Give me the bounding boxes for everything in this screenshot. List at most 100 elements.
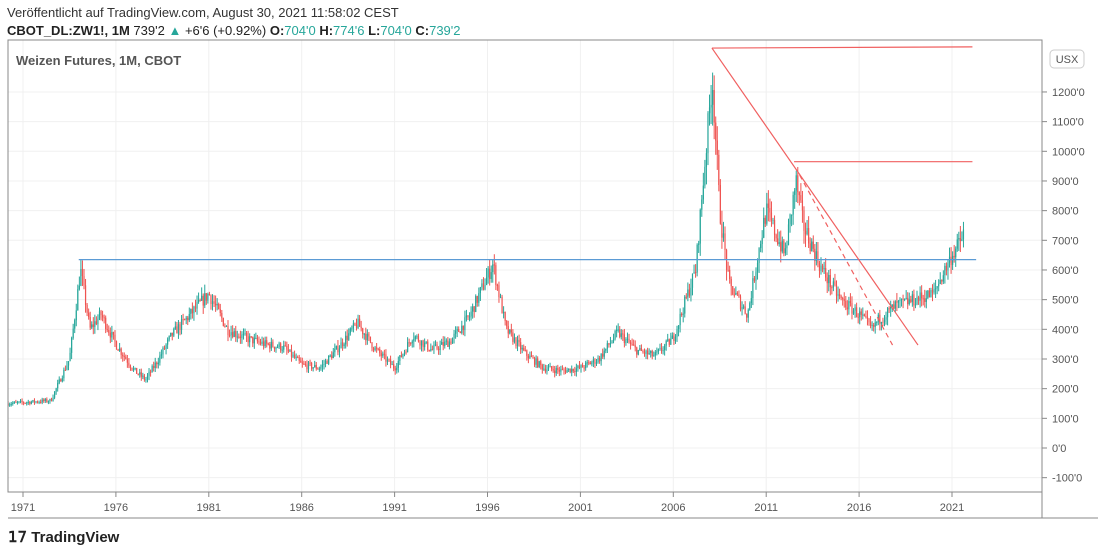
- candle-body: [218, 303, 220, 310]
- candle-body: [306, 364, 308, 370]
- candle-body: [677, 325, 680, 329]
- candle-body: [482, 283, 485, 290]
- y-tick-label: 1000'0: [1052, 146, 1085, 158]
- candle-body: [414, 336, 416, 339]
- candle-body: [656, 351, 658, 353]
- candle-body: [769, 207, 771, 213]
- candle-body: [894, 301, 896, 309]
- candle-body: [27, 401, 29, 403]
- candle-body: [606, 343, 608, 349]
- candle-body: [518, 339, 520, 343]
- candle-body: [569, 368, 571, 373]
- candle-body: [407, 342, 409, 353]
- candle-body: [623, 334, 625, 344]
- candle-body: [578, 365, 581, 368]
- candle-body: [360, 326, 362, 329]
- candle-body: [520, 342, 522, 350]
- tradingview-logo[interactable]: 𝟣𝟩 TradingView: [8, 528, 119, 546]
- candle-body: [324, 360, 327, 365]
- candle-body: [598, 358, 601, 362]
- currency-badge[interactable]: [1049, 49, 1085, 69]
- candle-body: [512, 332, 514, 342]
- candle-body: [261, 341, 263, 344]
- candle-body: [789, 214, 791, 225]
- candle-body: [420, 340, 423, 346]
- candle-body: [470, 311, 472, 317]
- candle-body: [724, 233, 726, 251]
- candle-body: [766, 203, 768, 224]
- candle-body: [715, 122, 717, 141]
- candle-body: [468, 316, 471, 318]
- candle-body: [270, 341, 272, 349]
- candle-body: [159, 355, 161, 363]
- candle-body: [639, 348, 641, 350]
- candle-body: [280, 343, 282, 351]
- candle-body: [499, 296, 502, 298]
- candle-body: [780, 242, 782, 252]
- candle-body: [377, 348, 379, 350]
- candle-body: [122, 354, 124, 357]
- candle-body: [654, 352, 656, 356]
- candle-body: [247, 336, 249, 343]
- candle-body: [264, 340, 266, 347]
- candle-body: [798, 192, 800, 196]
- candle-body: [882, 322, 884, 324]
- candle-body: [828, 275, 830, 284]
- candle-body: [441, 342, 443, 345]
- candle-body: [57, 383, 59, 389]
- candle-body: [112, 331, 115, 335]
- candle-body: [455, 330, 457, 334]
- candle-body: [778, 242, 780, 245]
- candle-body: [527, 355, 529, 359]
- candle-body: [53, 391, 56, 398]
- candle-body: [956, 239, 958, 249]
- candle-body: [15, 401, 17, 403]
- candle-body: [86, 304, 88, 313]
- candle-body: [36, 401, 39, 403]
- candle-body: [476, 296, 478, 303]
- candle-body: [146, 375, 149, 380]
- candle-body: [125, 356, 127, 360]
- candle-body: [786, 245, 788, 249]
- candle-body: [939, 280, 941, 285]
- candle-body: [696, 244, 698, 273]
- candle-body: [561, 369, 564, 371]
- candle-body: [114, 334, 116, 342]
- candle-body: [609, 343, 612, 345]
- currency-label: USX: [1056, 54, 1079, 66]
- candle-body: [177, 324, 180, 334]
- low-value: 704'0: [380, 23, 412, 38]
- candle-body: [924, 298, 926, 302]
- candle-body: [806, 228, 808, 235]
- candle-body: [821, 265, 824, 270]
- candle-body: [842, 298, 844, 300]
- candle-body: [549, 366, 551, 368]
- candle-body: [329, 355, 331, 357]
- candle-body: [552, 369, 554, 371]
- candle-body: [97, 318, 99, 325]
- candle-body: [286, 345, 288, 350]
- candle-body: [712, 90, 714, 105]
- candle-body: [801, 200, 804, 211]
- candle-body: [905, 297, 907, 299]
- candle-body: [581, 365, 584, 368]
- candle-body: [253, 337, 255, 344]
- candle-body: [880, 322, 882, 324]
- candle-body: [665, 340, 667, 346]
- candle-body: [391, 364, 393, 366]
- candle-body: [213, 301, 215, 304]
- candle-body: [668, 339, 670, 345]
- candle-body: [465, 315, 468, 318]
- candle-body: [642, 350, 644, 352]
- candle-body: [461, 325, 463, 334]
- candle-body: [40, 402, 42, 404]
- candle-body: [653, 355, 655, 357]
- candle-body: [917, 297, 920, 301]
- candle-body: [962, 229, 965, 240]
- candle-body: [191, 308, 193, 314]
- candle-body: [205, 293, 207, 301]
- candle-body: [746, 313, 748, 318]
- candle-body: [233, 331, 235, 337]
- candle-body: [239, 336, 241, 339]
